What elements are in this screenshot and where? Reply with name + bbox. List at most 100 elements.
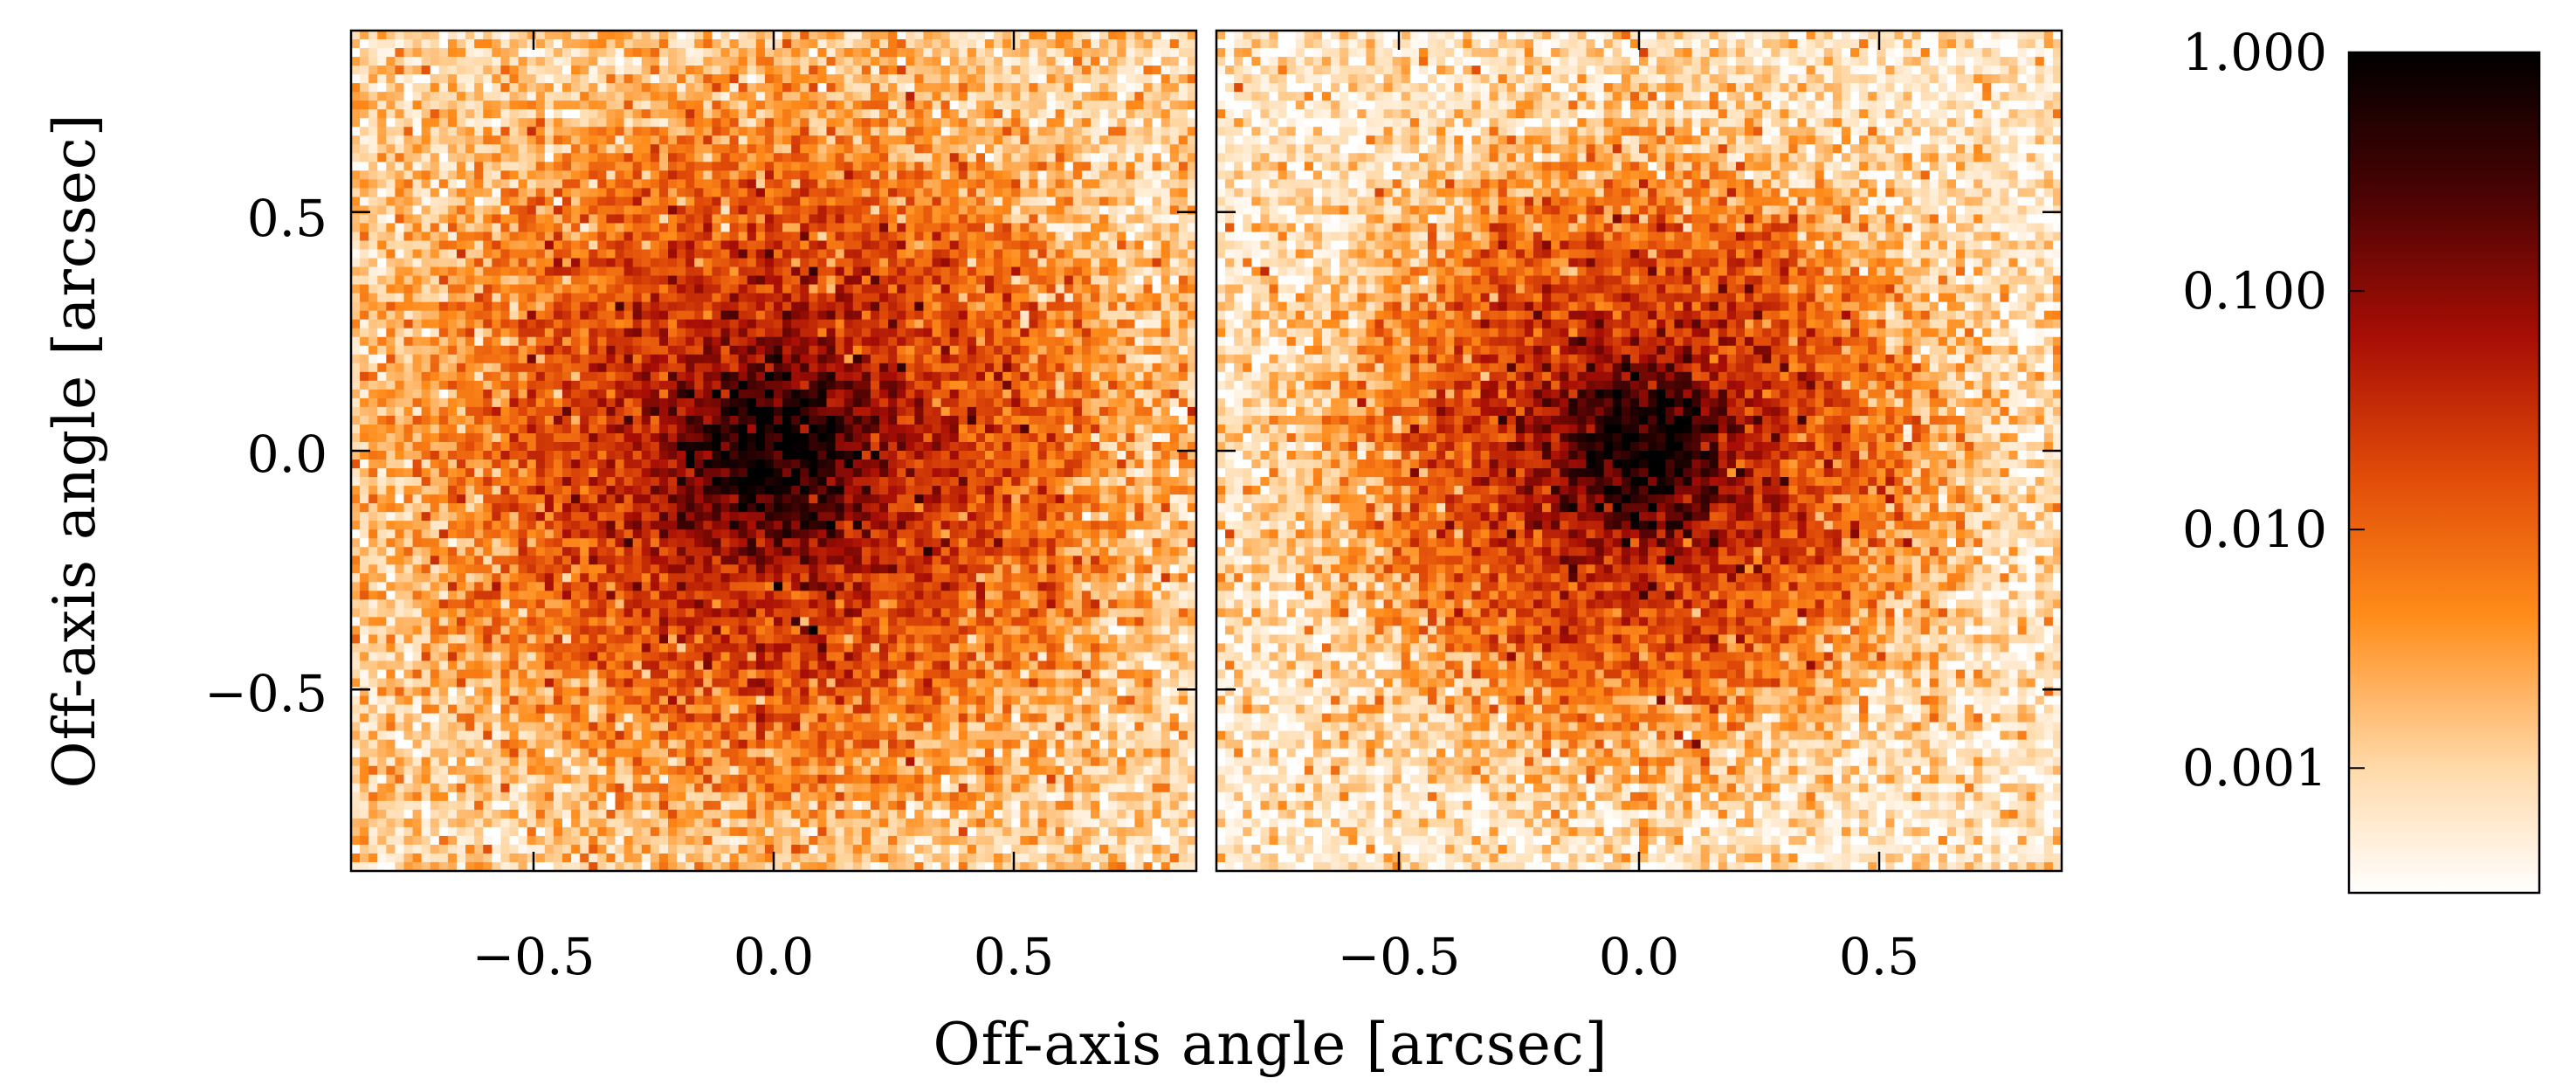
heatmap-cell [483,31,492,40]
heatmap-cell [1126,371,1136,382]
heatmap-cell [483,249,492,259]
heatmap-cell [447,223,458,233]
heatmap-cell [1037,310,1048,321]
heatmap-cell [949,135,960,145]
heatmap-cell [1178,144,1188,154]
heatmap-cell [897,83,906,93]
heatmap-cell [535,205,546,216]
heatmap-cell [1143,92,1154,101]
heatmap-cell [720,135,731,145]
heatmap-cell [465,432,475,443]
heatmap-cell [641,48,651,58]
heatmap-cell [1055,197,1065,207]
heatmap-cell [694,371,704,382]
heatmap-cell [861,354,871,364]
heatmap-cell [474,301,484,312]
heatmap-cell [465,31,475,40]
heatmap-cell [1091,100,1100,110]
heatmap-cell [465,460,475,469]
heatmap-cell [764,144,775,154]
heatmap-cell [712,74,722,84]
heatmap-cell [958,135,968,145]
heatmap-cell [800,205,809,216]
heatmap-cell [1072,354,1083,364]
heatmap-cell [447,135,458,145]
heatmap-cell [1099,74,1109,84]
heatmap-cell [518,118,528,128]
heatmap-cell [492,240,502,251]
heatmap-cell [800,188,809,197]
heatmap-cell [527,275,537,286]
heatmap-cell [492,48,502,58]
heatmap-cell [774,441,783,452]
heatmap-cell [527,83,537,93]
heatmap-cell [1011,109,1021,119]
heatmap-cell [747,258,757,268]
heatmap-cell [1169,100,1180,110]
heatmap-cell [1117,389,1126,399]
heatmap-cell [1161,83,1171,93]
heatmap-cell [712,460,722,469]
heatmap-cell [1108,310,1118,321]
heatmap-cell [351,100,361,110]
heatmap-cell [457,118,466,128]
heatmap-cell [906,415,915,425]
heatmap-cell [694,170,704,180]
heatmap-cell [923,135,933,145]
heatmap-cell [906,397,915,408]
heatmap-cell [914,380,925,390]
heatmap-cell [747,31,757,40]
heatmap-cell [1126,301,1136,312]
heatmap-cell [1134,371,1145,382]
heatmap-cell [377,415,387,425]
heatmap-cell [1081,162,1092,171]
heatmap-cell [1037,319,1048,329]
heatmap-cell [1108,188,1118,197]
heatmap-cell [377,363,387,373]
heatmap-cell [1108,48,1118,58]
heatmap-cell [368,380,378,390]
heatmap-cell [949,92,960,101]
heatmap-cell [518,432,528,443]
heatmap-cell [1055,293,1065,303]
heatmap-cell [492,363,502,373]
heatmap-cell [1002,284,1012,294]
heatmap-cell [509,214,520,225]
heatmap-cell [623,48,634,58]
heatmap-cell [914,66,925,75]
heatmap-cell [580,477,589,487]
heatmap-cell [694,432,704,443]
heatmap-cell [430,301,440,312]
heatmap-cell [606,66,616,75]
heatmap-cell [1046,179,1057,189]
heatmap-cell [817,135,828,145]
heatmap-cell [606,354,616,364]
heatmap-cell [1029,451,1039,460]
heatmap-cell [897,249,906,259]
heatmap-cell [755,380,766,390]
heatmap-cell [421,345,431,356]
heatmap-cell [1064,153,1074,162]
heatmap-cell [975,293,986,303]
heatmap-cell [1134,363,1145,373]
heatmap-cell [720,240,731,251]
heatmap-cell [580,301,589,312]
heatmap-cell [826,92,837,101]
heatmap-cell [1187,100,1197,110]
heatmap-cell [826,371,837,382]
heatmap-cell [1187,197,1197,207]
heatmap-cell [412,363,423,373]
heatmap-cell [615,432,625,443]
heatmap-cell [641,197,651,207]
heatmap-cell [509,127,520,136]
heatmap-cell [1152,380,1162,390]
heatmap-cell [932,345,942,356]
heatmap-cell [641,153,651,162]
heatmap-cell [791,144,801,154]
heatmap-cell [870,170,880,180]
heatmap-cell [685,135,695,145]
heatmap-cell [447,371,458,382]
heatmap-cell [658,232,669,242]
heatmap-cell [1072,57,1083,66]
heatmap-cell [1091,144,1100,154]
